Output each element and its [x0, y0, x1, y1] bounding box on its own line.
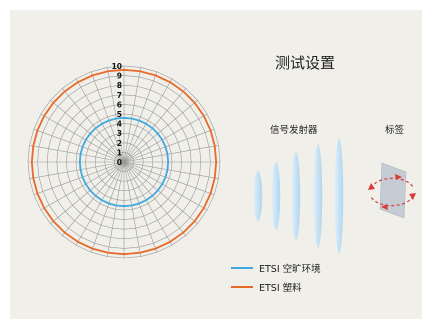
grid-spoke: [123, 161, 208, 211]
grid-spoke: [107, 67, 125, 163]
grid-spoke: [33, 161, 125, 196]
grid-spoke: [123, 161, 186, 236]
grid-spoke: [40, 161, 125, 211]
rotation-arc-bottom: [370, 195, 414, 207]
arrow-head-icon: [409, 193, 416, 200]
tick-label-5: 5: [117, 110, 122, 119]
tick-label-7: 7: [117, 91, 122, 100]
grid-spoke: [107, 161, 125, 257]
tick-label-1: 1: [117, 148, 122, 157]
grid-spoke: [123, 161, 158, 253]
grid-spoke: [50, 161, 125, 224]
grid-spoke: [62, 88, 125, 163]
arrow-head-icon: [368, 183, 375, 190]
radar-grid: [27, 65, 221, 259]
arrow-head-icon: [395, 174, 402, 180]
grid-spoke: [75, 161, 125, 246]
tick-label-10: 10: [112, 62, 122, 71]
grid-spoke: [40, 113, 125, 163]
grid-spoke: [50, 100, 125, 163]
grid-spoke: [123, 145, 219, 163]
tick-label-0: 0: [117, 158, 122, 167]
grid-spoke: [123, 113, 208, 163]
grid-spoke: [123, 100, 198, 163]
diagram-title: 测试设置: [275, 54, 336, 72]
grid-spoke: [90, 71, 125, 163]
transmitter-label: 信号发射器: [270, 125, 318, 136]
tag-card: [379, 162, 407, 219]
grid-spoke: [123, 88, 186, 163]
signal-wave-4: [313, 144, 323, 248]
grid-spoke: [123, 71, 158, 163]
tick-label-6: 6: [117, 100, 122, 109]
grid-spoke: [29, 161, 125, 179]
rotation-arc-top: [370, 177, 414, 189]
tag-illustration: [368, 162, 416, 219]
signal-wave-3: [291, 152, 301, 240]
legend-item-open-space: ETSI 空旷环境: [231, 261, 321, 275]
legend-label: ETSI 塑料: [259, 283, 302, 294]
grid-spoke: [90, 161, 125, 253]
grid-spoke: [123, 78, 173, 163]
tick-label-2: 2: [117, 139, 122, 148]
tag-label: 标签: [385, 125, 405, 136]
signal-waves: [253, 138, 344, 254]
grid-spoke: [123, 128, 215, 163]
grid-spoke: [62, 161, 125, 236]
tick-label-9: 9: [117, 72, 122, 81]
grid-spoke: [29, 145, 125, 163]
grid-spoke: [123, 161, 173, 246]
tick-label-8: 8: [117, 81, 122, 90]
grid-spoke: [33, 128, 125, 163]
grid-spoke: [123, 161, 215, 196]
grid-spoke: [123, 161, 141, 257]
grid-spoke: [123, 67, 141, 163]
grid-spoke: [123, 161, 219, 179]
signal-wave-5: [334, 138, 344, 254]
series-open-space: [78, 116, 170, 208]
tick-label-4: 4: [117, 120, 122, 129]
tick-label-3: 3: [117, 129, 122, 138]
legend-swatch-blue: [231, 267, 253, 269]
arrow-head-icon: [381, 204, 388, 210]
series-plastic: [30, 68, 218, 256]
grid-spoke: [123, 161, 198, 224]
legend-swatch-orange: [231, 286, 253, 288]
grid-spoke: [75, 78, 125, 163]
legend-label: ETSI 空旷环境: [259, 264, 321, 275]
signal-wave-2: [271, 162, 281, 230]
legend-item-plastic: ETSI 塑料: [231, 280, 302, 294]
signal-wave-1: [253, 171, 263, 221]
radar-series: [30, 68, 218, 256]
